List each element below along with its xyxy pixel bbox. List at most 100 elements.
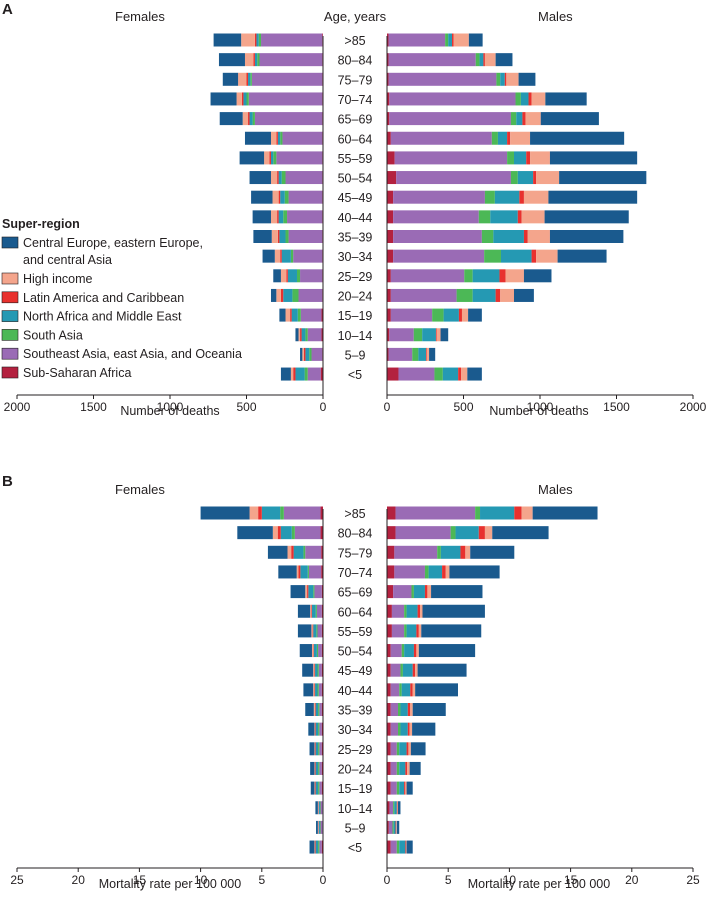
bar-male-cee <box>468 33 483 47</box>
bar-male-mena <box>494 190 520 204</box>
legend-label-cee: Central Europe, eastern Europe, <box>23 236 203 250</box>
bar-male-lac <box>406 742 409 756</box>
bar-female-lac <box>314 663 316 677</box>
bar-male-mena <box>418 347 427 361</box>
bar-female-sea <box>318 644 322 658</box>
bar-male-mena <box>497 131 508 145</box>
x-tick-label-female: 5 <box>258 873 265 887</box>
x-tick-label-female: 2000 <box>4 400 31 414</box>
bar-female-cee <box>300 347 303 361</box>
bar-female-cee <box>239 151 265 165</box>
x-tick-label-male: 0 <box>384 400 391 414</box>
bar-female-lac <box>277 230 280 243</box>
bar-female-lac <box>290 308 292 322</box>
legend-label-sa: South Asia <box>23 328 83 342</box>
bar-male-hi <box>461 367 468 381</box>
bar-male-ssa <box>387 190 394 204</box>
bar-male-ssa <box>387 151 395 165</box>
bar-male-sa <box>456 288 473 302</box>
age-label: >85 <box>344 507 365 521</box>
bar-male-sa <box>450 526 456 540</box>
bar-female-mena <box>287 269 297 283</box>
bar-female-cee <box>210 92 237 106</box>
bar-male-hi <box>427 585 432 599</box>
bar-female-lac <box>276 131 278 145</box>
bar-female-ssa <box>321 703 323 716</box>
bar-female-sa <box>313 585 315 599</box>
bar-male-sea <box>393 585 412 599</box>
bar-female-sea <box>261 33 323 47</box>
bar-female-mena <box>300 565 308 579</box>
bar-female-lac <box>280 249 282 263</box>
bar-female-cee <box>303 683 314 697</box>
bar-male-hi <box>536 249 558 263</box>
bar-male-cee <box>429 347 436 361</box>
bar-male-sea <box>394 545 438 559</box>
bar-female-hi <box>274 249 281 263</box>
bar-male-cee <box>421 624 482 638</box>
age-label: 75–79 <box>338 546 373 560</box>
x-tick-label-female: 15 <box>133 873 147 887</box>
bar-female-mena <box>278 210 284 224</box>
age-label: 65–69 <box>338 586 373 600</box>
bar-male-sa <box>400 663 403 677</box>
bar-male-sa <box>478 210 491 224</box>
bar-female-sea <box>288 190 323 204</box>
bar-male-cee <box>544 210 629 224</box>
bar-female-ssa <box>321 644 323 658</box>
bar-male-lac <box>533 171 537 185</box>
bar-male-sa <box>437 545 441 559</box>
bar-female-sa <box>283 210 288 224</box>
bar-male-hi <box>521 506 533 520</box>
bar-female-hi <box>314 761 316 775</box>
bar-male-ssa <box>387 210 394 224</box>
age-label: 15–19 <box>338 782 373 796</box>
bar-male-hi <box>484 526 493 540</box>
bar-female-mena <box>315 742 319 756</box>
bar-male-lac <box>435 328 437 342</box>
age-label: 25–29 <box>338 270 373 284</box>
bar-male-ssa <box>387 801 390 815</box>
bar-male-hi <box>416 644 419 658</box>
bar-female-hi <box>285 308 291 322</box>
bar-female-hi <box>280 269 287 283</box>
bar-female-sa <box>281 171 286 185</box>
bar-male-mena <box>422 328 436 342</box>
legend: Super-region Central Europe, eastern Eur… <box>1 217 242 380</box>
bar-female-lac <box>313 644 314 658</box>
bars <box>200 33 647 854</box>
bar-male-cee <box>409 761 421 775</box>
panel-b-xlabel-right: Mortality rate per 100 000 <box>468 877 610 891</box>
bar-female-cee <box>297 624 312 638</box>
bar-male-sea <box>393 249 485 263</box>
age-label: 55–59 <box>338 152 373 166</box>
bar-male-hi <box>500 288 514 302</box>
bar-female-sa <box>319 820 321 834</box>
bar-male-mena <box>520 92 529 106</box>
bar-male-ssa <box>387 72 389 86</box>
legend-label-mena: North Africa and Middle East <box>23 310 182 324</box>
bar-male-ssa <box>387 526 396 540</box>
bar-female-sea <box>285 171 323 185</box>
bar-female-lac <box>241 92 244 106</box>
bar-male-ssa <box>387 249 394 263</box>
bar-female-cee <box>297 604 311 618</box>
bar-female-sea <box>287 210 323 224</box>
bar-male-cee <box>549 151 638 165</box>
bar-male-hi <box>412 683 416 697</box>
bar-female-lac <box>248 112 250 126</box>
bar-female-sa <box>303 545 306 559</box>
bar-female-sa <box>290 249 294 263</box>
bar-female-cee <box>253 230 272 243</box>
x-tick-label-male: 5 <box>445 873 452 887</box>
bar-male-lac <box>416 624 419 638</box>
bar-male-lac <box>526 151 531 165</box>
bar-female-sea <box>319 703 322 716</box>
bar-female-sa <box>315 604 317 618</box>
bar-female-lac <box>311 604 312 618</box>
bar-female-mena <box>254 53 258 67</box>
panel-a-females-title: Females <box>115 9 165 24</box>
bar-male-sea <box>389 328 414 342</box>
bar-male-sea <box>390 663 401 677</box>
bar-male-mena <box>401 683 411 697</box>
